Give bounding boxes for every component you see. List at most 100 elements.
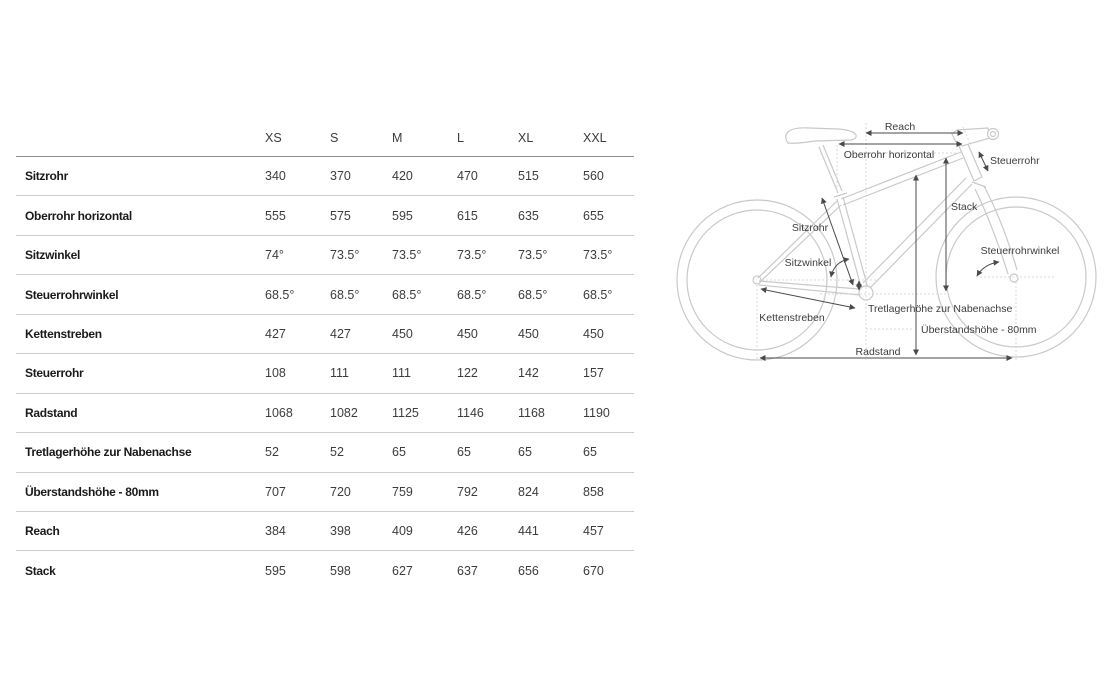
cell-value: 73.5° <box>457 248 487 263</box>
saddle <box>785 127 857 144</box>
cell-value: 122 <box>457 366 478 381</box>
column-header-l: L <box>457 130 464 145</box>
cell-value: 1125 <box>392 405 419 420</box>
kettenstreben-arrow <box>760 287 856 310</box>
diagram-labels: Reach Oberrohr horizontal Steuerrohr Sta… <box>759 121 1059 358</box>
steuerrohrwinkel-arc <box>976 259 1000 277</box>
cell-value: 637 <box>457 564 478 579</box>
row-label: Tretlagerhöhe zur Nabenachse <box>25 445 192 460</box>
cell-value: 635 <box>518 208 539 223</box>
cell-value: 73.5° <box>392 248 422 263</box>
cell-value: 1168 <box>518 405 545 420</box>
table-row: Kettenstreben 427 427 450 450 450 450 <box>16 315 634 355</box>
cell-value: 68.5° <box>457 287 487 302</box>
rear-hub <box>752 275 762 285</box>
sitzrohr-label: Sitzrohr <box>792 222 829 234</box>
table-row: Steuerrohrwinkel 68.5° 68.5° 68.5° 68.5° 68.5… <box>16 275 634 315</box>
row-label: Oberrohr horizontal <box>25 208 132 223</box>
cell-value: 65 <box>583 445 597 460</box>
ueberstandshoehe-label: Überstandshöhe - 80mm <box>921 324 1037 336</box>
cell-value: 1190 <box>583 405 610 420</box>
cell-value: 73.5° <box>518 248 548 263</box>
geometry-table: XS S M L XL XXL Sitzrohr 340 370 420 470 515 560 Obe… <box>16 119 634 591</box>
row-label: Steuerrohr <box>25 366 84 381</box>
cell-value: 595 <box>265 564 286 579</box>
table-row: Sitzwinkel 74° 73.5° 73.5° 73.5° 73.5° 73.5° <box>16 236 634 276</box>
cell-value: 655 <box>583 208 604 223</box>
steuerrohrwinkel-label: Steuerrohrwinkel <box>981 245 1060 257</box>
cell-value: 824 <box>518 484 539 499</box>
row-label: Sitzrohr <box>25 169 68 184</box>
cell-value: 68.5° <box>518 287 548 302</box>
table-row: Stack 595 598 627 637 656 670 <box>16 551 634 590</box>
table-row: Reach 384 398 409 426 441 457 <box>16 512 634 552</box>
cell-value: 65 <box>392 445 406 460</box>
oberrohr-label: Oberrohr horizontal <box>844 149 934 161</box>
cell-value: 555 <box>265 208 286 223</box>
row-label: Überstandshöhe - 80mm <box>25 484 159 499</box>
cell-value: 111 <box>330 366 350 381</box>
column-header-xs: XS <box>265 130 282 145</box>
cell-value: 370 <box>330 169 351 184</box>
cell-value: 409 <box>392 524 413 539</box>
cell-value: 457 <box>583 524 604 539</box>
table-row: Oberrohr horizontal 555 575 595 615 635 655 <box>16 196 634 236</box>
cell-value: 111 <box>392 366 412 381</box>
cell-value: 598 <box>330 564 351 579</box>
column-header-m: M <box>392 130 403 145</box>
sitzwinkel-arc <box>829 257 850 278</box>
reach-label: Reach <box>885 121 916 133</box>
table-row: Radstand 1068 1082 1125 1146 1168 1190 <box>16 394 634 434</box>
cell-value: 720 <box>330 484 351 499</box>
cell-value: 73.5° <box>330 248 360 263</box>
cell-value: 398 <box>330 524 351 539</box>
cell-value: 450 <box>392 326 413 341</box>
cell-value: 627 <box>392 564 413 579</box>
cell-value: 450 <box>583 326 604 341</box>
cell-value: 575 <box>330 208 351 223</box>
front-wheel <box>935 196 1097 358</box>
cell-value: 426 <box>457 524 478 539</box>
geometry-table-header: XS S M L XL XXL <box>16 119 634 157</box>
cell-value: 108 <box>265 366 286 381</box>
cell-value: 65 <box>457 445 471 460</box>
cell-value: 68.5° <box>330 287 360 302</box>
column-header-xl: XL <box>518 130 534 145</box>
cell-value: 73.5° <box>583 248 613 263</box>
bike-geometry-diagram: Reach Oberrohr horizontal Steuerrohr Sta… <box>676 121 1097 361</box>
cell-value: 595 <box>392 208 413 223</box>
row-label: Reach <box>25 524 60 539</box>
steuerrohr-arrow <box>978 151 989 172</box>
table-row: Steuerrohr 108 111 111 122 142 157 <box>16 354 634 394</box>
cell-value: 759 <box>392 484 413 499</box>
cell-value: 420 <box>392 169 413 184</box>
steuerrohr-label: Steuerrohr <box>990 155 1040 167</box>
radstand-label: Radstand <box>856 346 901 358</box>
cell-value: 615 <box>457 208 478 223</box>
column-header-xxl: XXL <box>583 130 607 145</box>
row-label: Sitzwinkel <box>25 248 81 263</box>
cell-value: 470 <box>457 169 478 184</box>
cell-value: 450 <box>518 326 539 341</box>
cell-value: 157 <box>583 366 604 381</box>
front-hub <box>1009 273 1019 283</box>
row-label: Stack <box>25 564 56 579</box>
cell-value: 1082 <box>330 405 358 420</box>
cell-value: 792 <box>457 484 478 499</box>
cell-value: 52 <box>330 445 344 460</box>
row-label: Radstand <box>25 405 78 420</box>
row-label: Steuerrohrwinkel <box>25 287 119 302</box>
cell-value: 427 <box>265 326 286 341</box>
table-row: Tretlagerhöhe zur Nabenachse 52 52 65 65 65 65 <box>16 433 634 473</box>
cell-value: 1068 <box>265 405 293 420</box>
cell-value: 65 <box>518 445 532 460</box>
column-header-s: S <box>330 130 339 145</box>
cell-value: 656 <box>518 564 539 579</box>
cell-value: 142 <box>518 366 539 381</box>
dimension-arrows <box>759 130 1013 361</box>
stack-label: Stack <box>951 201 978 213</box>
cell-value: 560 <box>583 169 604 184</box>
table-row: Sitzrohr 340 370 420 470 515 560 <box>16 157 634 197</box>
row-label: Kettenstreben <box>25 326 102 341</box>
